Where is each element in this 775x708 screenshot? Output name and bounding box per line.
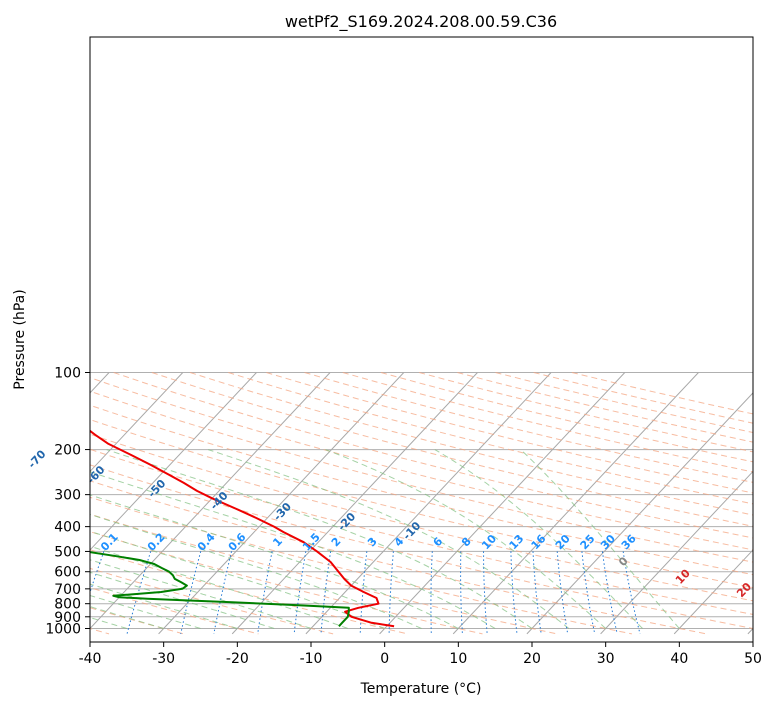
y-axis-label: Pressure (hPa) — [12, 289, 28, 389]
y-tick-label-1000: 1000 — [45, 622, 81, 638]
y-tick-label-100: 100 — [54, 366, 81, 382]
temperature-profile — [90, 429, 395, 628]
mixing-ratio-line-16 — [532, 551, 542, 634]
dry-adiabat--20 — [90, 587, 259, 635]
y-tick-label-600: 600 — [54, 565, 81, 581]
moist-adiabat--20 — [90, 583, 238, 629]
dry-adiabat-190 — [380, 372, 753, 463]
y-tick-label-700: 700 — [54, 582, 81, 598]
isotherm-0 — [379, 372, 626, 635]
x-axis: -40 -30 -20 -10 0 10 20 30 40 50 — [79, 642, 762, 667]
moist-adiabat--30 — [90, 606, 164, 629]
moist-adiabat-40 — [520, 449, 680, 629]
y-tick-label-900: 900 — [54, 610, 81, 626]
dry-adiabat-210 — [457, 372, 753, 443]
moist-adiabat-25 — [208, 449, 570, 629]
isotherm-40 — [673, 549, 753, 635]
dry-adiabat-30 — [90, 496, 633, 635]
dewpoint-profile — [90, 551, 350, 627]
mixing-ratio-line-2 — [320, 551, 332, 634]
dry-adiabat-50 — [90, 464, 753, 630]
profile-lines — [90, 429, 395, 628]
mixing-ratio-line-10 — [483, 551, 488, 634]
dry-adiabat-230 — [533, 372, 753, 424]
dry-adiabat-120 — [113, 372, 753, 539]
y-tick-label-200: 200 — [54, 443, 81, 459]
x-tick-label-0: 0 — [380, 651, 389, 667]
x-tick-label--10: -10 — [300, 651, 323, 667]
dry-adiabat-160 — [266, 372, 753, 494]
x-axis-label: Temperature (°C) — [360, 681, 482, 697]
isotherm--10 — [305, 372, 552, 635]
moist-adiabat--5 — [90, 545, 348, 629]
moist-adiabat-10 — [90, 494, 459, 629]
y-tick-label-800: 800 — [54, 597, 81, 613]
x-tick-label-20: 20 — [523, 651, 541, 667]
moist-adiabat--25 — [90, 594, 201, 629]
x-tick-label--30: -30 — [152, 651, 175, 667]
dry-adiabat-10 — [90, 531, 483, 635]
moist-adiabat-30 — [325, 449, 607, 629]
moist-adiabat-15 — [90, 471, 496, 629]
moist-adiabat-0 — [90, 530, 385, 629]
y-tick-label-300: 300 — [54, 488, 81, 504]
moist-adiabat-35 — [434, 449, 643, 629]
mixing-ratio-line-13 — [510, 551, 518, 634]
isotherm-10 — [452, 372, 699, 635]
x-tick-label--20: -20 — [226, 651, 249, 667]
isotherm-30 — [600, 470, 753, 635]
dry-adiabat-80 — [90, 419, 753, 589]
isotherm--30 — [158, 372, 405, 635]
dry-adiabat-140 — [189, 372, 753, 516]
isotherm--60 — [90, 372, 184, 473]
chart-title: wetPf2_S169.2024.208.00.59.C36 — [285, 12, 557, 32]
mixing-ratio-line-20 — [556, 551, 569, 634]
y-tick-label-400: 400 — [54, 520, 81, 536]
moist-adiabat-20 — [106, 449, 533, 629]
mixing-ratio-line-6 — [430, 551, 433, 634]
isotherm--40 — [90, 372, 331, 630]
x-tick-label-40: 40 — [670, 651, 688, 667]
dry-adiabat-60 — [90, 448, 753, 615]
x-tick-label--40: -40 — [79, 651, 102, 667]
moist-adiabat--15 — [90, 571, 275, 629]
mixing-ratio-line-4 — [388, 551, 394, 634]
x-tick-label-50: 50 — [744, 651, 762, 667]
isotherm--50 — [90, 372, 257, 551]
dry-adiabat-20 — [90, 513, 558, 635]
plot-frame — [89, 36, 754, 643]
dry-adiabat-70 — [90, 433, 753, 602]
moist-adiabat-5 — [90, 513, 422, 629]
x-tick-label-10: 10 — [449, 651, 467, 667]
moist-adiabat--10 — [90, 559, 312, 629]
dry-adiabat-100 — [90, 390, 753, 563]
x-tick-label-30: 30 — [597, 651, 615, 667]
background-lines — [90, 372, 753, 635]
dry-adiabat-90 — [90, 404, 753, 576]
mixing-ratio-line-8 — [460, 551, 463, 634]
isotherm--20 — [231, 372, 478, 635]
dry-adiabat-170 — [304, 372, 753, 483]
y-tick-label-500: 500 — [54, 544, 81, 560]
